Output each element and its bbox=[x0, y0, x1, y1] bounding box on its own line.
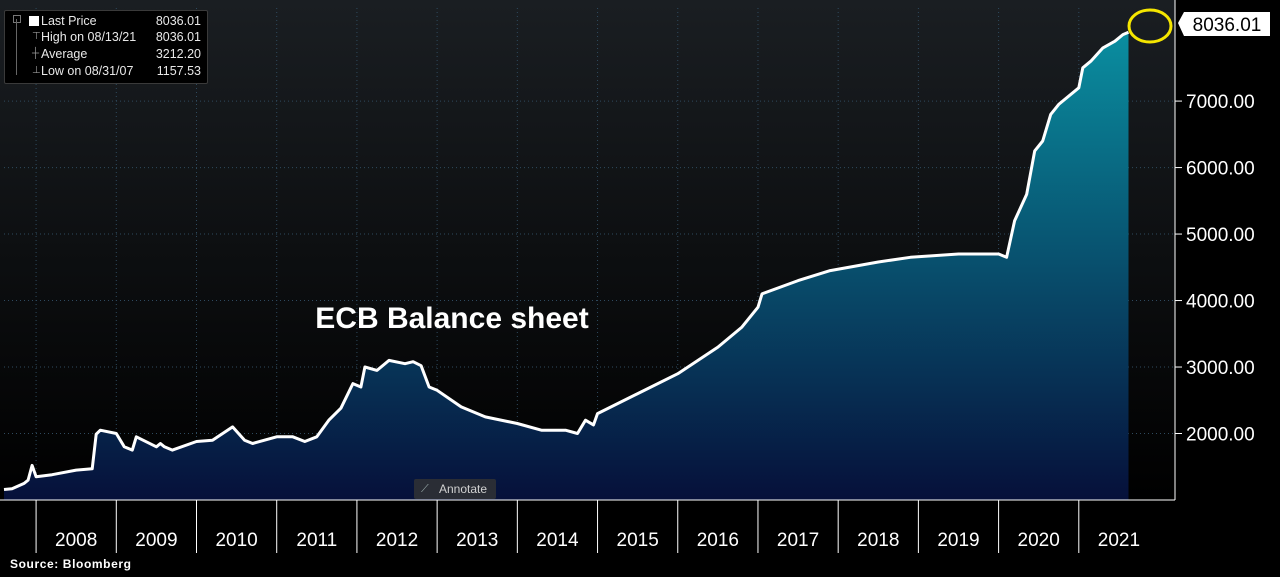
x-tick-label: 2020 bbox=[1018, 530, 1060, 551]
annotate-button[interactable]: ⟋ Annotate bbox=[414, 479, 496, 499]
last-price-tag-text: 8036.01 bbox=[1193, 15, 1262, 36]
x-tick-label: 2021 bbox=[1098, 530, 1140, 551]
legend: Last Price 8036.01 ⊤ High on 08/13/21 80… bbox=[4, 10, 208, 84]
x-tick-label: 2019 bbox=[937, 530, 979, 551]
legend-row-low: ⊥ Low on 08/31/07 1157.53 bbox=[5, 63, 209, 79]
x-axis: 2008 2009 2010 2011 2012 2013 2014 2015 2016 2017… bbox=[0, 499, 1175, 553]
high-marker-icon: ⊤ bbox=[32, 31, 41, 42]
average-marker-icon: ┼ bbox=[32, 48, 40, 59]
series-line bbox=[3, 30, 1130, 491]
series-area bbox=[4, 32, 1129, 500]
legend-row-last-price: Last Price 8036.01 bbox=[5, 13, 209, 29]
legend-tree-line bbox=[16, 19, 23, 75]
y-tick-label: 4000.00 bbox=[1186, 292, 1255, 313]
source-note: Source: Bloomberg bbox=[10, 557, 132, 571]
x-tick-label: 2017 bbox=[777, 530, 819, 551]
x-tick-label: 2011 bbox=[296, 530, 337, 551]
chart-title: ECB Balance sheet bbox=[315, 302, 588, 335]
last-price-tag: 8036.01 bbox=[1178, 12, 1270, 36]
legend-label: Low on 08/31/07 bbox=[41, 64, 134, 78]
legend-label: Last Price bbox=[41, 14, 97, 28]
x-tick-label: 2015 bbox=[617, 530, 659, 551]
y-tick-label: 6000.00 bbox=[1186, 159, 1255, 180]
legend-value: 8036.01 bbox=[155, 30, 201, 44]
legend-value: 8036.01 bbox=[155, 14, 201, 28]
y-tick-label: 3000.00 bbox=[1186, 358, 1255, 379]
legend-label: High on 08/13/21 bbox=[41, 30, 137, 44]
y-axis: 2000.00 3000.00 4000.00 5000.00 6000.00 7000.… bbox=[1174, 0, 1255, 500]
legend-value: 3212.20 bbox=[155, 47, 201, 61]
y-tick-label: 2000.00 bbox=[1186, 425, 1255, 446]
x-tick-label: 2012 bbox=[376, 530, 418, 551]
x-tick-label: 2016 bbox=[697, 530, 739, 551]
legend-square-icon bbox=[29, 16, 39, 26]
x-tick-label: 2009 bbox=[135, 530, 177, 551]
y-tick-label: 7000.00 bbox=[1186, 92, 1255, 113]
legend-row-average: ┼ Average 3212.20 bbox=[5, 46, 209, 62]
annotate-label: Annotate bbox=[439, 482, 488, 496]
pen-icon: ⟋ bbox=[421, 483, 429, 495]
x-tick-label: 2010 bbox=[215, 530, 257, 551]
low-marker-icon: ⊥ bbox=[32, 65, 41, 76]
x-tick-label: 2013 bbox=[456, 530, 498, 551]
legend-collapse-icon[interactable] bbox=[13, 15, 21, 23]
y-tick-label: 5000.00 bbox=[1186, 225, 1255, 246]
x-tick-label: 2018 bbox=[857, 530, 899, 551]
legend-label: Average bbox=[41, 47, 88, 61]
x-tick-label: 2008 bbox=[55, 530, 97, 551]
last-price-highlight-circle bbox=[1127, 8, 1173, 44]
x-tick-label: 2014 bbox=[536, 530, 579, 551]
legend-row-high: ⊤ High on 08/13/21 8036.01 bbox=[5, 29, 209, 45]
legend-value: 1157.53 bbox=[156, 64, 201, 78]
